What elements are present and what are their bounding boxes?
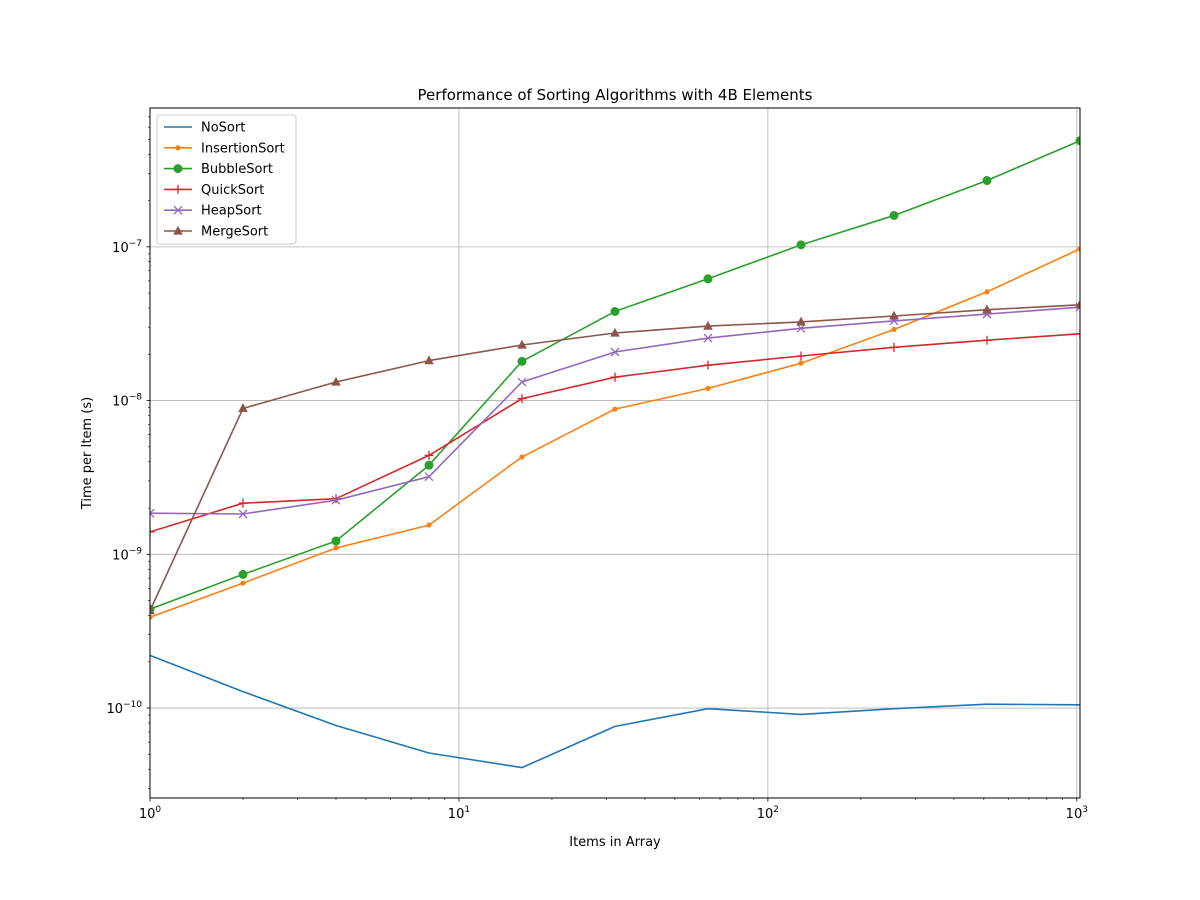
legend-item: MergeSort	[164, 225, 268, 240]
data-point	[238, 509, 248, 519]
data-point	[796, 323, 806, 333]
y-tick-label: 10−10	[106, 700, 142, 717]
data-point	[982, 335, 992, 345]
series-quicksort	[150, 329, 1080, 537]
data-point	[796, 351, 806, 361]
data-point	[517, 356, 527, 366]
legend-item: NoSort	[164, 121, 245, 136]
data-point	[517, 377, 527, 387]
data-point	[331, 495, 341, 505]
data-point	[703, 274, 713, 284]
data-point	[517, 339, 527, 349]
data-point	[238, 498, 248, 508]
data-point	[1075, 299, 1080, 309]
data-point	[889, 342, 899, 352]
series-mergesort	[150, 299, 1080, 615]
data-point	[424, 355, 434, 365]
y-tick-label: 10−9	[112, 546, 142, 563]
data-point	[238, 403, 248, 412]
series-heapsort	[150, 302, 1080, 519]
data-point	[1077, 246, 1080, 252]
data-point	[982, 304, 992, 314]
data-point	[796, 240, 806, 250]
data-point	[798, 360, 804, 366]
y-tick-label: 10−8	[112, 393, 142, 410]
x-tick-label: 100	[139, 805, 162, 822]
data-point	[796, 316, 806, 326]
data-point	[984, 289, 990, 295]
data-point	[424, 450, 434, 460]
data-point	[150, 508, 155, 518]
y-axis-label: Time per Item (s)	[80, 397, 95, 510]
series-nosort	[150, 654, 1080, 769]
legend-marker	[175, 145, 181, 151]
legend-label: BubbleSort	[201, 162, 273, 177]
data-point	[519, 454, 525, 460]
legend-marker	[173, 225, 183, 235]
legend-label: InsertionSort	[201, 141, 285, 156]
y-tick-label: 10−7	[112, 239, 142, 256]
data-point	[150, 605, 155, 615]
legend-marker	[173, 184, 183, 194]
data-point	[1075, 329, 1080, 339]
data-point	[424, 460, 434, 470]
x-axis-label: Items in Array	[569, 835, 661, 850]
legend-item: HeapSort	[164, 204, 262, 219]
data-point	[982, 176, 992, 186]
data-point	[150, 527, 155, 537]
data-point	[331, 376, 341, 386]
ticks: 100 101 102 103 10−10 10−9 10−8 10−7	[106, 116, 1088, 822]
data-point	[889, 210, 899, 220]
legend-label: NoSort	[201, 121, 245, 136]
data-point	[705, 385, 711, 392]
series-layer	[150, 136, 1080, 769]
data-point	[703, 320, 713, 330]
data-point	[1075, 136, 1080, 146]
data-point	[424, 472, 434, 482]
data-point	[703, 333, 713, 343]
data-point	[612, 406, 618, 412]
x-tick-label: 102	[757, 805, 779, 822]
chart-title: Performance of Sorting Algorithms with 4…	[418, 86, 813, 104]
series-insertionsort	[150, 246, 1080, 620]
data-point	[891, 326, 897, 333]
legend-item: QuickSort	[164, 183, 264, 198]
data-point	[333, 545, 339, 551]
data-point	[331, 536, 341, 546]
plot-frame	[149, 107, 1081, 799]
data-point	[517, 394, 527, 404]
data-point	[426, 522, 432, 528]
legend-label: QuickSort	[201, 183, 264, 198]
x-tick-label: 103	[1066, 805, 1088, 822]
legend: NoSort InsertionSort BubbleSort QuickSort He…	[156, 114, 297, 245]
data-point	[610, 347, 620, 357]
data-point	[703, 360, 713, 370]
series-line	[150, 654, 1080, 769]
data-point	[610, 372, 620, 382]
data-point	[238, 569, 248, 579]
x-tick-label: 101	[448, 805, 470, 822]
legend-marker	[173, 205, 183, 215]
series-bubblesort	[150, 136, 1080, 614]
legend-item: InsertionSort	[164, 141, 285, 156]
data-point	[610, 306, 620, 316]
data-point	[240, 580, 246, 586]
data-point	[889, 310, 899, 320]
data-point	[150, 614, 153, 620]
legend-label: MergeSort	[201, 225, 268, 240]
legend-item: BubbleSort	[164, 162, 273, 177]
legend-label: HeapSort	[201, 204, 262, 219]
data-point	[610, 327, 620, 337]
legend-marker	[173, 164, 183, 174]
